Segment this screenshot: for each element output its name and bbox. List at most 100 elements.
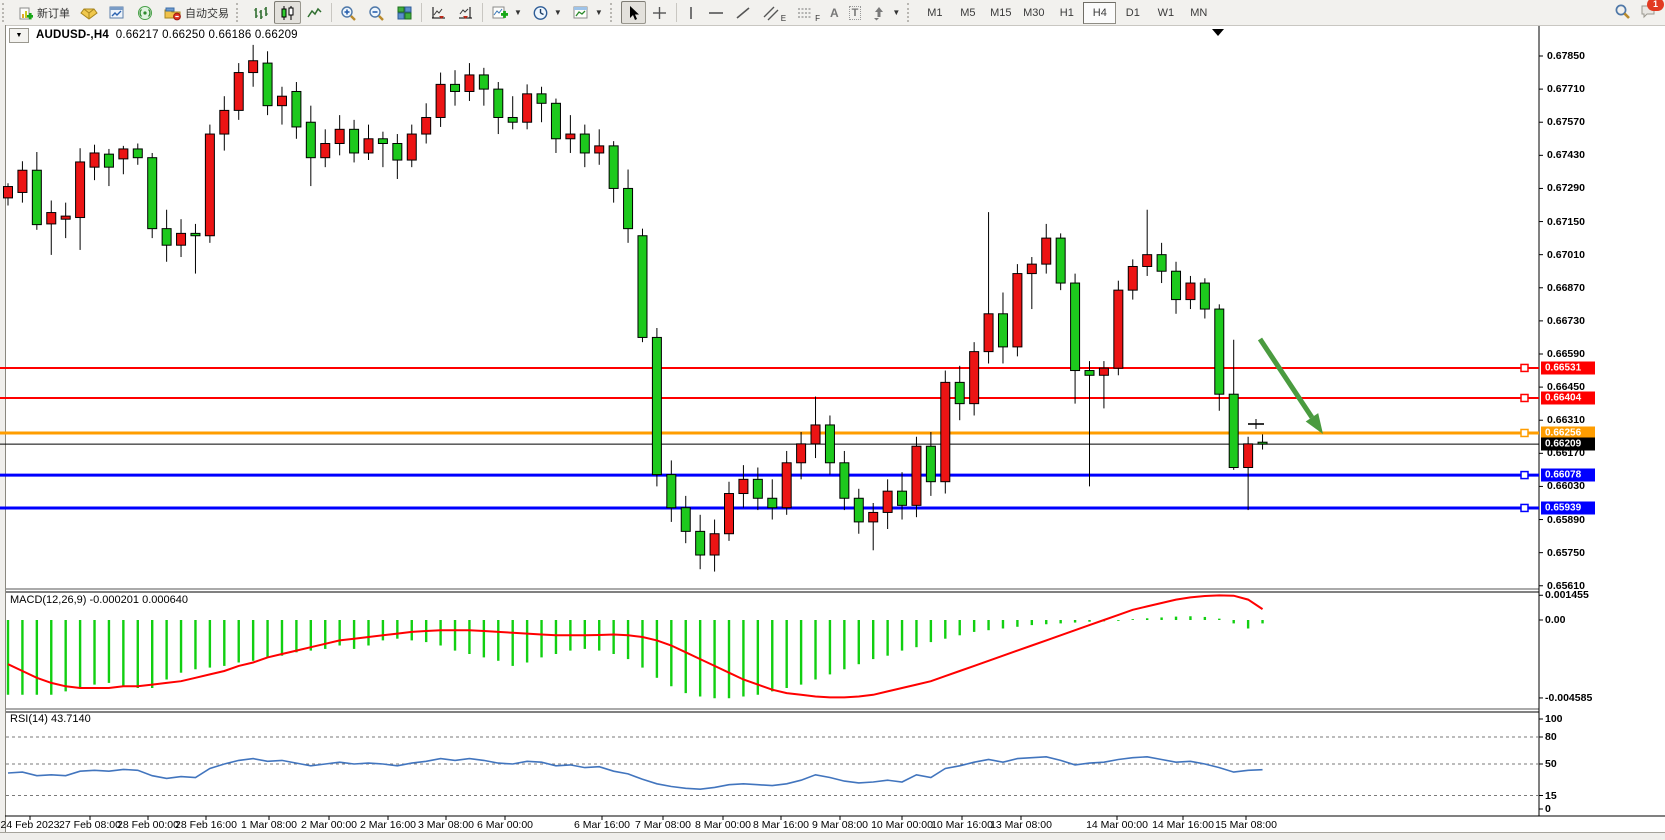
candles-group[interactable] — [3, 44, 1268, 572]
trend-arrow-head[interactable] — [1305, 413, 1323, 434]
candle-body — [204, 133, 215, 237]
date-label: 13 Mar 08:00 — [990, 819, 1052, 831]
price-tick-label: 0.66450 — [1547, 381, 1585, 394]
candle-body — [940, 381, 951, 483]
template-icon — [572, 5, 590, 21]
fibonacci-button[interactable]: F — [791, 1, 825, 24]
tile-windows-icon — [396, 5, 413, 21]
candle-chart-button[interactable] — [274, 1, 301, 24]
auto-trading-button[interactable]: 自动交易 — [159, 1, 234, 24]
price-tick-label: 0.65890 — [1547, 513, 1585, 526]
timeframe-h1-button[interactable]: H1 — [1059, 6, 1074, 19]
toolbar-grip[interactable] — [2, 3, 11, 22]
chevron-down-icon: ▼ — [594, 8, 603, 17]
toolbar-grip[interactable] — [907, 3, 916, 22]
level-line-endpoint[interactable] — [1520, 363, 1529, 373]
rsi-tick-label: 15 — [1545, 789, 1557, 802]
date-label: 6 Mar 16:00 — [573, 819, 631, 831]
candle-body — [435, 83, 446, 118]
timeframe-w1-button[interactable]: W1 — [1157, 6, 1175, 19]
timeframe-m5-button[interactable]: M5 — [960, 6, 976, 19]
notifications-button[interactable]: 1 — [1639, 0, 1664, 22]
chart-window-button[interactable] — [103, 1, 131, 24]
window-bottom-strip — [0, 832, 1665, 840]
price-tick-label: 0.67010 — [1547, 248, 1585, 261]
horizontal-line-button[interactable] — [702, 1, 730, 24]
candle-body — [147, 157, 158, 230]
timeframe-mn-button[interactable]: MN — [1190, 6, 1208, 19]
trendline-button[interactable] — [730, 1, 757, 24]
zoom-in-button[interactable] — [335, 1, 363, 24]
signal-icon — [136, 5, 154, 21]
cursor-button[interactable] — [620, 1, 646, 24]
candle-body — [522, 93, 533, 123]
timeframe-m30-button[interactable]: M30 — [1023, 6, 1045, 19]
candle-body — [478, 74, 489, 90]
shapes-button[interactable]: ▼ — [866, 1, 905, 24]
auto-scroll-button[interactable] — [425, 1, 452, 24]
signal-button[interactable] — [131, 1, 159, 24]
templates-button[interactable]: ▼ — [567, 1, 608, 24]
macd-tick-label: 0.00 — [1545, 614, 1566, 626]
level-line-endpoint[interactable] — [1520, 503, 1529, 513]
channel-sub-label: E — [780, 14, 787, 23]
candle-body — [767, 497, 778, 509]
date-label: 10 Mar 16:00 — [931, 819, 993, 831]
horizontal-line-icon — [707, 5, 725, 21]
crosshair-button[interactable] — [646, 1, 673, 24]
line-chart-icon — [306, 5, 323, 21]
level-price-badge: 0.65939 — [1541, 501, 1595, 515]
symbol-period: AUDUSD-,H4 — [36, 29, 109, 41]
candle-body — [3, 186, 13, 199]
text-button[interactable]: A — [825, 1, 844, 24]
candle-body — [810, 424, 821, 445]
date-label: 8 Mar 00:00 — [694, 819, 752, 831]
candle-body — [781, 462, 792, 509]
gem-button[interactable] — [75, 1, 103, 24]
timeframe-m1-button[interactable]: M1 — [927, 6, 943, 19]
vertical-line-button[interactable] — [680, 1, 702, 24]
indicators-button[interactable]: ▼ — [486, 1, 527, 24]
zoom-out-button[interactable] — [363, 1, 391, 24]
channel-icon — [762, 5, 781, 21]
shift-end-button[interactable] — [452, 1, 479, 24]
periods-button[interactable]: ▼ — [527, 1, 567, 24]
level-line-endpoint[interactable] — [1520, 393, 1529, 403]
timeframe-h4-button[interactable]: H4 — [1083, 1, 1117, 24]
candle-body — [738, 478, 749, 495]
candle-body — [651, 336, 662, 476]
level-line-endpoint[interactable] — [1520, 470, 1529, 480]
candle-body — [1026, 263, 1037, 275]
price-tick-label: 0.66730 — [1547, 314, 1585, 327]
price-tick-label: 0.66030 — [1547, 480, 1585, 493]
candle-body — [1098, 367, 1109, 376]
candle-body — [868, 511, 879, 523]
candle-body — [349, 128, 360, 154]
candle-body — [796, 443, 807, 464]
candle-chart-icon — [279, 5, 296, 21]
candle-body — [464, 74, 475, 92]
new-order-button[interactable]: 新订单 — [13, 1, 75, 24]
trend-arrow[interactable] — [1257, 337, 1315, 419]
level-line-endpoint[interactable] — [1520, 428, 1529, 438]
search-icon[interactable] — [1614, 3, 1631, 23]
candle-body — [450, 83, 461, 92]
line-chart-button[interactable] — [301, 1, 328, 24]
toolbar-grip[interactable] — [236, 3, 245, 22]
candle-body — [132, 148, 143, 159]
channel-button[interactable]: E — [757, 1, 791, 24]
macd-tick-label: 0.001455 — [1545, 589, 1589, 602]
text-label-button[interactable]: T — [844, 1, 867, 24]
candle-body — [320, 143, 331, 159]
rsi-tick-label: 0 — [1545, 803, 1551, 815]
timeframe-m15-button[interactable]: M15 — [990, 6, 1012, 19]
bar-chart-button[interactable] — [247, 1, 274, 24]
candle-body — [565, 133, 576, 140]
tile-windows-button[interactable] — [391, 1, 418, 24]
date-label: 6 Mar 00:00 — [476, 819, 534, 831]
symbol-dropdown-button[interactable]: ▼ — [9, 27, 29, 43]
timeframe-d1-button[interactable]: D1 — [1125, 6, 1140, 19]
chart-shift-marker[interactable] — [1212, 29, 1224, 36]
toolbar-grip[interactable] — [609, 3, 619, 22]
